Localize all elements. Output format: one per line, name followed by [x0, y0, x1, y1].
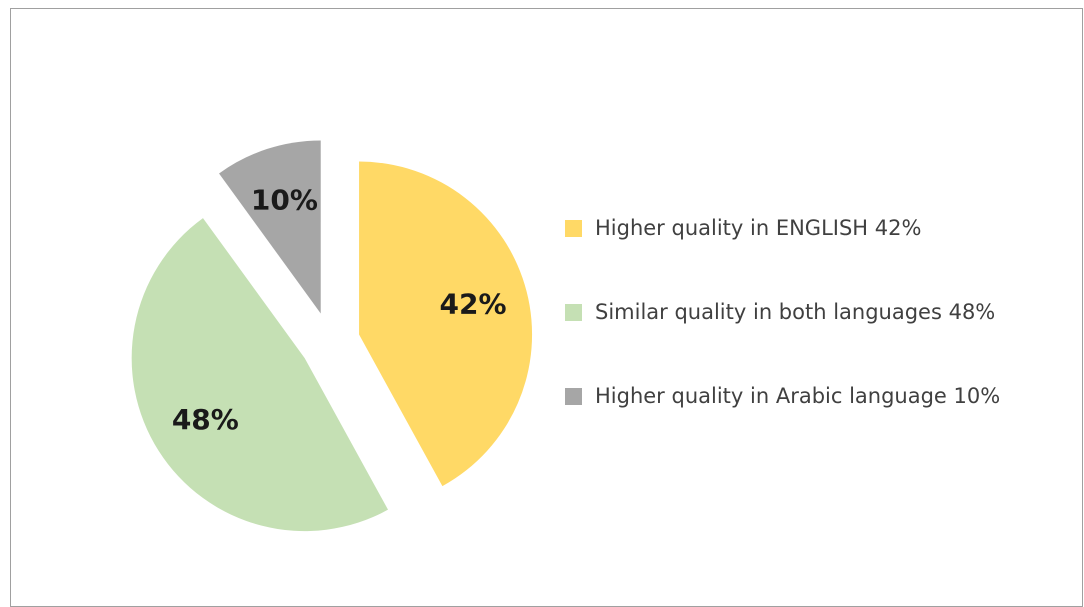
legend-label: Higher quality in ENGLISH 42%	[595, 216, 921, 240]
legend-swatch	[565, 304, 582, 321]
slice-label: 10%	[251, 184, 318, 217]
pie-slice	[131, 218, 389, 532]
slice-label: 48%	[172, 403, 239, 436]
legend-label: Similar quality in both languages 48%	[595, 300, 995, 324]
slice-label: 42%	[439, 287, 506, 320]
legend-label: Higher quality in Arabic language 10%	[595, 384, 1000, 408]
legend-swatch	[565, 388, 582, 405]
legend-swatch	[565, 220, 582, 237]
pie-slice	[359, 161, 533, 487]
pie-slice	[219, 140, 321, 314]
